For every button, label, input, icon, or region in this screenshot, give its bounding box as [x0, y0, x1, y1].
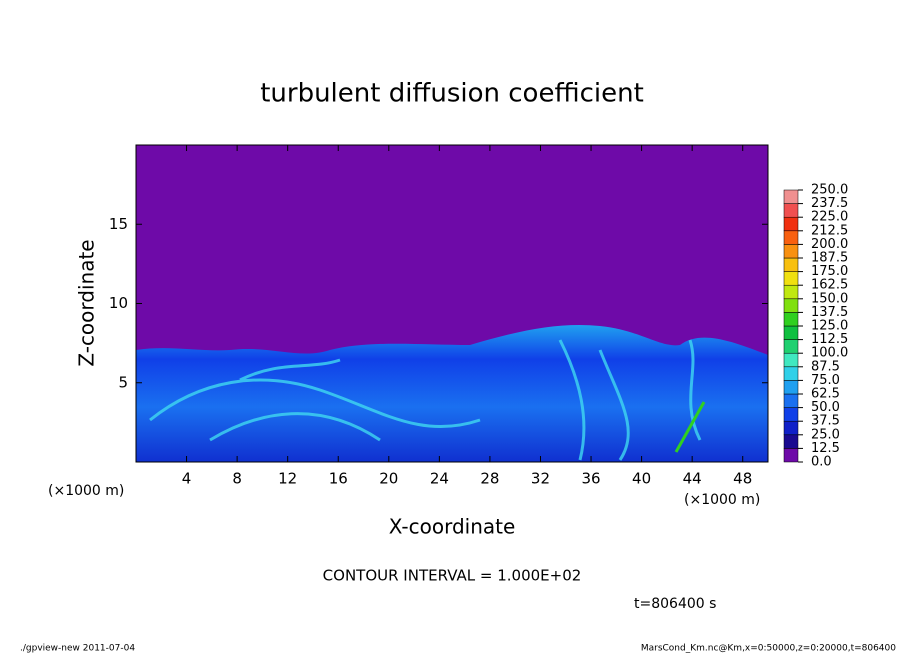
- colorbar-segment: [783, 380, 799, 395]
- colorbar-label: 225.0: [811, 210, 848, 225]
- colorbar-label: 237.5: [811, 196, 848, 211]
- y-tick-label: 10: [109, 294, 128, 312]
- colorbar-segment: [783, 448, 799, 463]
- colorbar-label: 212.5: [811, 223, 848, 238]
- colorbar-segment: [783, 339, 799, 354]
- x-unit-left: (×1000 m): [48, 483, 124, 499]
- colorbar-segment: [783, 298, 799, 313]
- turbulent-layer: [136, 324, 768, 462]
- x-axis-label: X-coordinate: [389, 515, 516, 539]
- colorbar-segment: [783, 257, 799, 272]
- colorbar-label: 175.0: [811, 264, 848, 279]
- x-unit-right: (×1000 m): [684, 492, 760, 508]
- colorbar-label: 150.0: [811, 291, 848, 306]
- contour-note: CONTOUR INTERVAL = 1.000E+02: [323, 567, 582, 585]
- x-tick-label: 12: [278, 470, 297, 488]
- colorbar-segment: [783, 284, 799, 300]
- colorbar-label: 137.5: [811, 305, 848, 320]
- colorbar-label: 75.0: [811, 373, 840, 388]
- x-tick-label: 40: [632, 470, 651, 488]
- colorbar-label: 37.5: [811, 414, 840, 429]
- colorbar-segment: [783, 216, 799, 232]
- x-tick-label: 32: [531, 470, 550, 488]
- colorbar-label: 50.0: [811, 400, 840, 415]
- colorbar-segment: [783, 230, 799, 245]
- field: [135, 144, 769, 463]
- colorbar-segment: [783, 189, 799, 204]
- colorbar-label: 125.0: [811, 319, 848, 334]
- x-tick-label: 4: [182, 470, 192, 488]
- colorbar-label: 100.0: [811, 346, 848, 361]
- swirls: [149, 339, 702, 461]
- x-tick-label: 28: [480, 470, 499, 488]
- x-tick-label: 48: [733, 470, 752, 488]
- colorbar-segment: [783, 366, 799, 381]
- colorbar-label: 200.0: [811, 237, 848, 252]
- x-tick-label: 36: [581, 470, 600, 488]
- colorbar-label: 12.5: [811, 441, 840, 456]
- y-axis-label: Z-coordinate: [75, 239, 99, 366]
- colorbar-segment: [783, 244, 799, 259]
- colorbar-segment: [783, 352, 799, 368]
- x-tick-label: 16: [329, 470, 348, 488]
- colorbar-segment: [783, 203, 799, 218]
- footer-left: ./gpview-new 2011-07-04: [20, 644, 135, 654]
- colorbar-label: 87.5: [811, 359, 840, 374]
- footer-right: MarsCond_Km.nc@Km,x=0:50000,z=0:20000,t=…: [641, 644, 896, 654]
- colorbar-segment: [783, 434, 799, 449]
- high-patch: [674, 401, 706, 453]
- colorbar-segment: [783, 312, 799, 327]
- colorbar-segment: [783, 420, 799, 436]
- y-tick-label: 5: [118, 373, 128, 391]
- chart-title: turbulent diffusion coefficient: [260, 79, 644, 109]
- y-tick-label: 15: [109, 215, 128, 233]
- x-tick-label: 24: [430, 470, 449, 488]
- colorbar-label: 162.5: [811, 278, 848, 293]
- colorbar-segment: [783, 325, 799, 340]
- colorbar-label: 25.0: [811, 427, 840, 442]
- colorbar-segment: [783, 393, 799, 408]
- x-tick-label: 8: [232, 470, 242, 488]
- x-tick-label: 20: [379, 470, 398, 488]
- colorbar-segment: [783, 407, 799, 422]
- colorbar-label: 0.0: [811, 455, 832, 470]
- colorbar-label: 112.5: [811, 332, 848, 347]
- colorbar-segment: [783, 271, 799, 286]
- time-label: t=806400 s: [634, 596, 716, 612]
- x-tick-label: 44: [683, 470, 702, 488]
- colorbar-label: 187.5: [811, 251, 848, 266]
- colorbar-label: 62.5: [811, 387, 840, 402]
- colorbar-label: 250.0: [811, 183, 848, 198]
